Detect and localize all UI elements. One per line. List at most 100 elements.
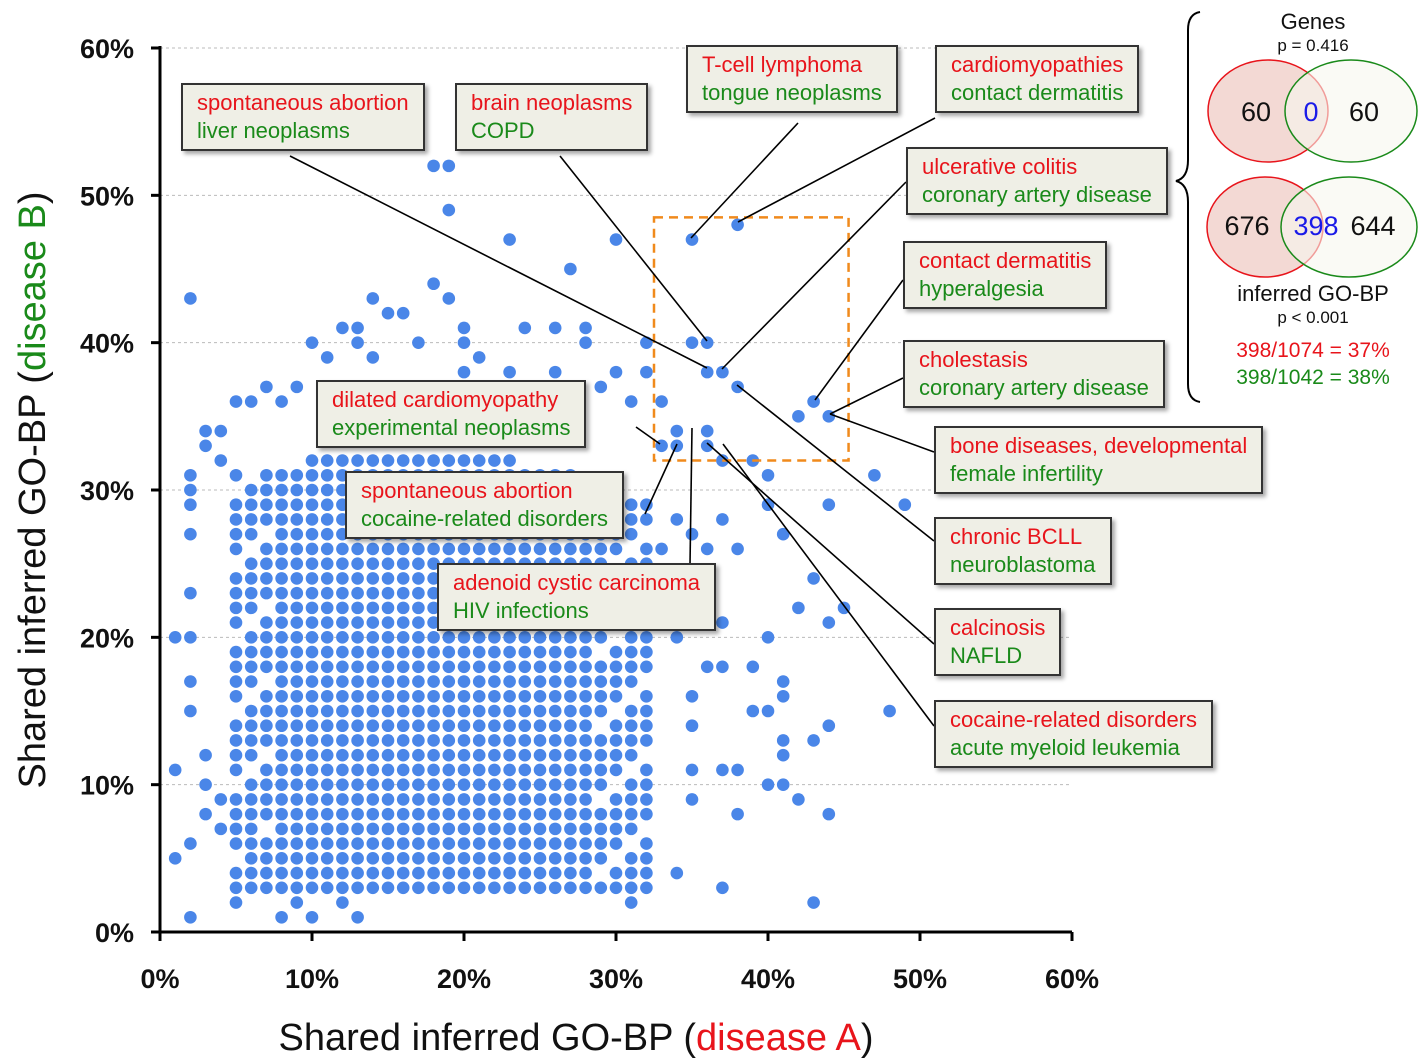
- data-point: [229, 763, 243, 777]
- data-point: [260, 793, 273, 806]
- data-point: [320, 631, 334, 644]
- data-point: [366, 866, 380, 880]
- data-point: [472, 837, 486, 850]
- data-point: [609, 675, 623, 688]
- x-tick-label: 20%: [437, 964, 491, 994]
- data-point: [457, 837, 471, 850]
- data-point: [290, 852, 304, 865]
- data-point: [624, 660, 638, 674]
- data-point: [427, 645, 440, 659]
- data-point: [244, 704, 258, 718]
- data-point: [624, 734, 638, 747]
- data-point: [472, 704, 486, 718]
- data-point: [381, 689, 395, 703]
- data-point: [260, 807, 273, 821]
- data-point: [260, 616, 273, 629]
- data-point: [320, 852, 334, 865]
- data-point: [731, 218, 744, 232]
- gobp-circle-b: [1280, 176, 1418, 278]
- data-point: [260, 380, 273, 394]
- data-point: [579, 675, 592, 688]
- data-point: [503, 866, 516, 880]
- data-point: [260, 734, 273, 747]
- data-point: [184, 468, 197, 482]
- data-point: [442, 793, 456, 806]
- data-point: [731, 542, 744, 556]
- data-point: [412, 748, 425, 762]
- data-point: [457, 336, 471, 349]
- data-point: [305, 675, 319, 688]
- data-point: [412, 616, 425, 629]
- data-point: [184, 910, 197, 924]
- data-point: [305, 793, 319, 806]
- data-point: [472, 793, 486, 806]
- data-point: [624, 793, 638, 806]
- data-point: [275, 616, 288, 629]
- data-point: [594, 778, 608, 791]
- data-point: [381, 586, 395, 600]
- data-point: [609, 734, 623, 747]
- data-point: [624, 778, 638, 791]
- data-point: [564, 542, 577, 556]
- data-point: [351, 689, 364, 703]
- data-point: [594, 837, 608, 850]
- data-point: [472, 351, 486, 364]
- data-point: [427, 778, 440, 791]
- data-point: [275, 542, 288, 556]
- data-point: [290, 498, 304, 512]
- data-point: [548, 689, 562, 703]
- callout-disease-a: ulcerative colitis: [922, 154, 1078, 179]
- data-point: [396, 748, 410, 762]
- data-point: [609, 748, 623, 762]
- data-point: [548, 542, 562, 556]
- data-point: [290, 704, 304, 718]
- data-point: [488, 852, 501, 865]
- data-point: [594, 822, 608, 836]
- callout-disease-a: adenoid cystic carcinoma: [453, 570, 701, 595]
- data-point: [640, 689, 653, 703]
- data-point: [199, 748, 212, 762]
- data-point: [275, 837, 288, 850]
- data-points: [168, 159, 912, 924]
- data-point: [229, 881, 243, 895]
- data-point: [427, 601, 440, 615]
- data-point: [229, 468, 243, 482]
- x-tick-label: 60%: [1045, 964, 1099, 994]
- data-point: [305, 719, 319, 733]
- data-point: [396, 704, 410, 718]
- data-point: [807, 734, 820, 747]
- data-point: [320, 881, 334, 895]
- data-point: [260, 631, 273, 644]
- data-point: [351, 704, 364, 718]
- data-point: [518, 866, 532, 880]
- data-point: [472, 881, 486, 895]
- data-point: [320, 498, 334, 512]
- data-point: [427, 822, 440, 836]
- data-point: [640, 631, 653, 644]
- data-point: [548, 778, 562, 791]
- data-point: [412, 822, 425, 836]
- data-point: [427, 616, 440, 629]
- data-point: [305, 689, 319, 703]
- data-point: [640, 866, 653, 880]
- data-point: [609, 866, 623, 880]
- leader-line: [635, 426, 661, 445]
- callout-disease-a: bone diseases, developmental: [950, 433, 1248, 458]
- data-point: [366, 454, 380, 467]
- data-point: [351, 852, 364, 865]
- data-point: [290, 483, 304, 497]
- data-point: [336, 557, 349, 570]
- data-point: [624, 527, 638, 541]
- data-point: [396, 557, 410, 570]
- data-point: [275, 675, 288, 688]
- data-point: [624, 498, 638, 512]
- data-point: [548, 763, 562, 777]
- data-point: [396, 645, 410, 659]
- data-point: [442, 660, 456, 674]
- data-point: [503, 837, 516, 850]
- data-point: [290, 527, 304, 541]
- data-point: [503, 660, 516, 674]
- data-point: [381, 778, 395, 791]
- data-point: [685, 689, 699, 703]
- data-point: [336, 645, 349, 659]
